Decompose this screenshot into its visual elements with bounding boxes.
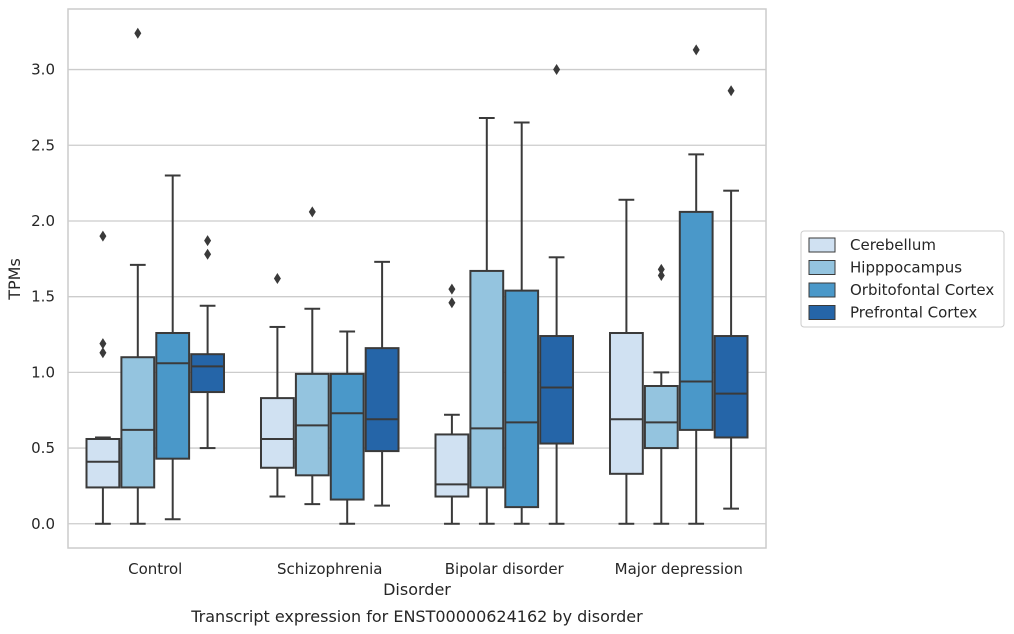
legend-swatch bbox=[808, 260, 836, 275]
box-hipppocampus bbox=[120, 27, 156, 525]
legend-label: Hipppocampus bbox=[850, 259, 962, 277]
iqr-box bbox=[539, 335, 575, 445]
box-cerebellum bbox=[259, 273, 295, 498]
x-axis-label: Disorder bbox=[383, 580, 451, 599]
outlier-point bbox=[204, 235, 212, 247]
outlier-point bbox=[657, 263, 665, 275]
x-tick-labels: Control Schizophrenia Bipolar disorder Majo… bbox=[128, 560, 743, 578]
iqr-box bbox=[259, 397, 295, 469]
outlier-point bbox=[99, 230, 107, 242]
legend-label: Orbitofontal Cortex bbox=[850, 281, 994, 299]
box-hipppocampus bbox=[294, 206, 330, 506]
iqr-box bbox=[678, 210, 714, 431]
iqr-box bbox=[608, 332, 644, 475]
iqr-box bbox=[504, 289, 540, 509]
box-cerebellum bbox=[608, 198, 644, 525]
outlier-point bbox=[448, 297, 456, 309]
y-tick-label: 1.0 bbox=[31, 363, 55, 381]
iqr-box bbox=[713, 335, 749, 439]
box-orbitofontal-cortex bbox=[678, 44, 714, 525]
iqr-box bbox=[643, 384, 679, 450]
iqr-box bbox=[329, 372, 365, 501]
legend: Cerebellum Hipppocampus Orbitofontal Corte… bbox=[800, 230, 1005, 328]
legend-label: Cerebellum bbox=[850, 236, 936, 254]
outlier-point bbox=[99, 338, 107, 350]
outlier-point bbox=[692, 44, 700, 56]
box-prefrontal-cortex bbox=[539, 64, 575, 525]
legend-swatch bbox=[808, 305, 836, 320]
outlier-point bbox=[727, 85, 735, 97]
outlier-point bbox=[657, 269, 665, 281]
x-tick-label: Schizophrenia bbox=[277, 560, 382, 578]
box-orbitofontal-cortex bbox=[155, 174, 191, 521]
box-orbitofontal-cortex bbox=[504, 121, 540, 525]
outlier-point bbox=[273, 273, 281, 284]
legend-swatch bbox=[808, 237, 836, 253]
y-tick-label: 2.5 bbox=[31, 136, 55, 154]
y-tick-label: 2.0 bbox=[31, 212, 55, 230]
y-tick-label: 3.0 bbox=[31, 61, 55, 79]
legend-frame bbox=[800, 230, 1005, 328]
outlier-point bbox=[448, 283, 456, 295]
box-prefrontal-cortex bbox=[190, 235, 226, 450]
box-orbitofontal-cortex bbox=[329, 330, 365, 525]
outlier-point bbox=[99, 347, 107, 359]
legend-label: Prefrontal Cortex bbox=[850, 304, 977, 322]
y-tick-labels: 0.0 0.5 1.0 1.5 2.0 2.5 3.0 bbox=[31, 61, 55, 533]
outlier-point bbox=[204, 248, 212, 260]
legend-swatch bbox=[808, 282, 836, 298]
chart-caption: Transcript expression for ENST0000062416… bbox=[190, 607, 643, 626]
box-prefrontal-cortex bbox=[364, 260, 400, 507]
iqr-box bbox=[155, 332, 191, 460]
x-tick-label: Major depression bbox=[615, 560, 743, 578]
y-tick-label: 1.5 bbox=[31, 288, 55, 306]
boxes bbox=[85, 27, 749, 525]
iqr-box bbox=[190, 353, 226, 394]
box-cerebellum bbox=[85, 230, 121, 525]
x-tick-label: Control bbox=[128, 560, 182, 578]
box-prefrontal-cortex bbox=[713, 85, 749, 510]
outlier-point bbox=[553, 64, 561, 76]
box-cerebellum bbox=[434, 283, 470, 525]
outlier-point bbox=[308, 206, 316, 218]
plot-frame bbox=[67, 8, 767, 549]
x-tick-label: Bipolar disorder bbox=[445, 560, 565, 578]
y-axis-label: TPMs bbox=[5, 258, 24, 301]
iqr-box bbox=[434, 433, 470, 498]
box-hipppocampus bbox=[469, 117, 505, 525]
outlier-point bbox=[134, 27, 142, 39]
iqr-box bbox=[85, 437, 121, 489]
box-hipppocampus bbox=[643, 263, 679, 525]
iqr-box bbox=[469, 269, 505, 489]
y-tick-label: 0.5 bbox=[31, 439, 55, 457]
iqr-box bbox=[120, 356, 156, 489]
y-tick-label: 0.0 bbox=[31, 515, 55, 533]
iqr-box bbox=[364, 347, 400, 453]
